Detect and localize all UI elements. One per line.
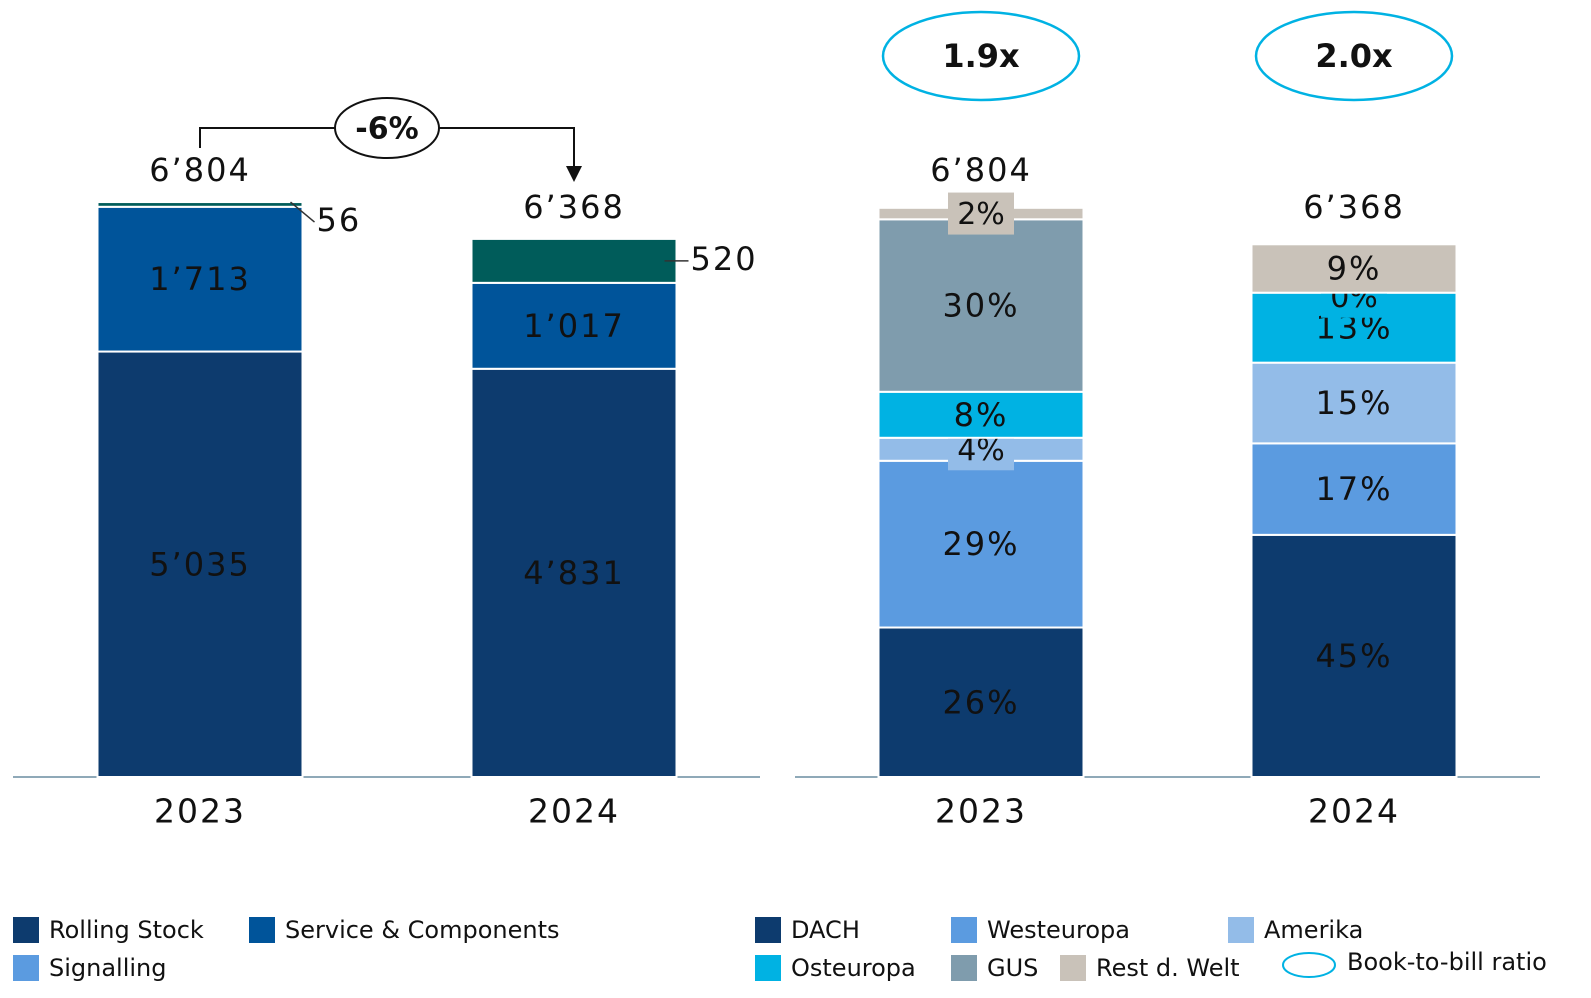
- legend-label: Rest d. Welt: [1096, 954, 1240, 982]
- legend-swatch: [1228, 917, 1254, 943]
- total-label: 6’368: [523, 188, 625, 226]
- legend-swatch: [13, 955, 39, 981]
- bar-segment: [470, 367, 678, 778]
- value-label: 15%: [1315, 384, 1392, 422]
- bar-segment: [1250, 442, 1458, 536]
- total-label: 6’804: [149, 151, 251, 189]
- legend-label: Signalling: [49, 954, 167, 982]
- legend-label: Rolling Stock: [49, 916, 204, 944]
- value-label: 2%: [957, 197, 1005, 232]
- value-label-box: [948, 192, 1014, 235]
- bar-segment: [470, 281, 678, 370]
- bar-segment: [96, 201, 304, 208]
- legend-label: Service & Components: [285, 916, 560, 944]
- value-label: 520: [691, 240, 758, 278]
- value-label: 29%: [942, 525, 1019, 563]
- book-to-bill-ellipse: [881, 10, 1081, 102]
- legend-swatch: [13, 917, 39, 943]
- change-ellipse: [334, 97, 440, 159]
- value-label: 26%: [942, 683, 1019, 721]
- value-label: 17%: [1315, 470, 1392, 508]
- value-label: 56: [317, 201, 362, 239]
- value-label: 1’017: [523, 307, 625, 345]
- legend-label: Westeuropa: [987, 916, 1130, 944]
- legend-swatch: [951, 917, 977, 943]
- legend-swatch: [249, 917, 275, 943]
- value-label: 45%: [1315, 637, 1392, 675]
- legend-label: DACH: [791, 916, 860, 944]
- book-to-bill-label: 1.9x: [942, 37, 1020, 75]
- value-label: 8%: [954, 396, 1009, 434]
- book-to-bill-label: 2.0x: [1315, 37, 1393, 75]
- legend-label: Amerika: [1264, 916, 1363, 944]
- leader-line: [290, 201, 315, 223]
- x-tick-label: 2024: [528, 792, 620, 831]
- bar-segment: [877, 218, 1085, 393]
- value-label: 4’831: [523, 554, 625, 592]
- legend-book-to-bill-icon: [1282, 952, 1336, 978]
- bar-segment: [96, 205, 304, 353]
- x-tick-label: 2023: [935, 792, 1027, 831]
- book-to-bill-ellipse: [1254, 10, 1454, 102]
- value-label: 5’035: [149, 545, 251, 583]
- value-label: 1’713: [149, 260, 251, 298]
- total-label: 6’804: [930, 151, 1032, 189]
- value-label: 30%: [942, 287, 1019, 325]
- legend-swatch: [755, 955, 781, 981]
- bar-segment: [470, 237, 678, 284]
- bar-segment: [877, 626, 1085, 778]
- change-label: -6%: [355, 112, 418, 147]
- legend-swatch: [755, 917, 781, 943]
- legend-label: GUS: [987, 954, 1038, 982]
- x-tick-label: 2024: [1308, 792, 1400, 831]
- legend-label: Book-to-bill ratio: [1347, 948, 1547, 976]
- x-tick-label: 2023: [154, 792, 246, 831]
- bar-segment: [1250, 533, 1458, 779]
- legend-label: Osteuropa: [791, 954, 916, 982]
- bar-segment: [1250, 243, 1458, 294]
- value-label: 9%: [1327, 249, 1382, 287]
- legend-swatch: [1060, 955, 1086, 981]
- legend-swatch: [951, 955, 977, 981]
- bar-segment: [96, 350, 304, 778]
- total-label: 6’368: [1303, 188, 1405, 226]
- change-arrow: [566, 166, 582, 182]
